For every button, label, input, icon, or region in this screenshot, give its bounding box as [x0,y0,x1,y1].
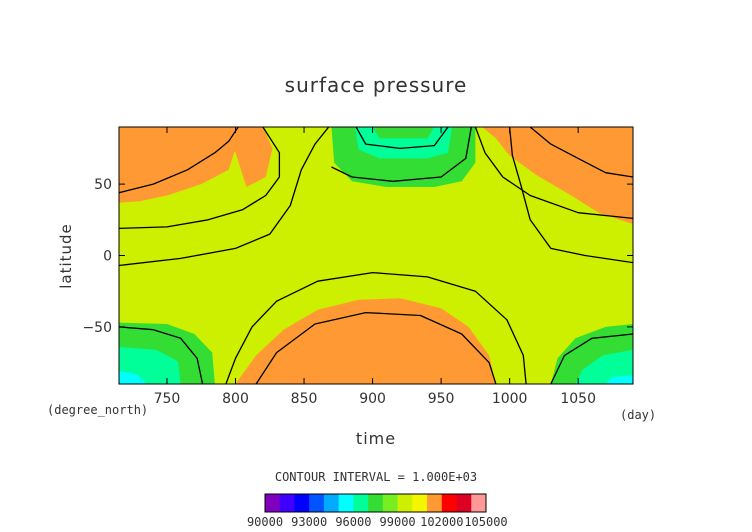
colorbar-swatch [294,494,310,512]
colorbar-swatch [353,494,369,512]
contour-south-high [255,311,497,384]
colorbar-swatch [441,494,457,512]
x-tick-label: 800 [222,391,249,407]
axis-ticks [119,127,633,384]
colorbar-label: 90000 [247,515,283,529]
colorbar-swatch [323,494,339,512]
contour-lines [119,127,633,384]
x-tick-label: 900 [359,391,386,407]
colorbar-labels: 90000 93000 96000 99000 102000 105000 [247,515,508,529]
contour-sw [119,326,204,384]
contour-north-west [119,127,330,267]
y-tick-label: 50 [94,177,112,193]
low-north-inner [372,127,435,139]
colorbar-swatch [412,494,428,512]
colorbar-label: 93000 [291,515,327,529]
colorbar-label: 99000 [380,515,416,529]
x-tick-label: 950 [428,391,455,407]
colorbar-swatch [427,494,443,512]
contour-ne-inner [474,127,633,220]
colorbar-swatch [382,494,398,512]
low-se-mid [575,349,633,384]
y-tick-labels: 50 0 −50 [82,177,112,336]
low-sw-core [119,371,147,384]
x-axis-unit: (day) [620,408,656,422]
colorbar-swatch [471,494,487,512]
colorbar-frame [264,493,487,513]
high-lobe-nw [119,127,236,203]
high-lobe-ne [482,127,633,225]
contour-east [508,127,633,264]
contour-se [550,333,633,384]
contour-north-low [331,127,472,182]
x-tick-label: 1050 [560,391,596,407]
contour-nw-outer [119,127,239,194]
chart-title: surface pressure [285,73,468,97]
field-background [119,127,633,384]
colorbar-swatch [368,494,384,512]
colorbar-swatch [309,494,325,512]
x-tick-label: 850 [291,391,318,407]
colorbar-swatch [279,494,295,512]
contour-north-inner [355,127,449,150]
colorbar-swatch [397,494,413,512]
colorbar-swatch [456,494,472,512]
x-axis-label: time [356,429,396,448]
low-se-core [605,375,633,384]
y-tick-label: −50 [82,320,112,336]
colorbar-label: 105000 [464,515,507,529]
x-tick-label: 750 [154,391,181,407]
y-axis-label: latitude [57,223,75,289]
colorbar-label: 96000 [335,515,371,529]
colorbar-swatch [338,494,354,512]
high-lobe-nw-edge [221,127,273,187]
colorbar-label: 102000 [420,515,463,529]
colorbar [264,493,487,513]
x-tick-label: 1000 [492,391,528,407]
y-tick-label: 0 [103,249,112,265]
contour-ne-outer [529,127,633,178]
contour-interval-text: CONTOUR INTERVAL = 1.000E+03 [275,470,477,484]
y-axis-unit: (degree_north) [47,403,148,417]
colorbar-swatch [265,494,281,512]
plot-area [119,127,633,384]
x-tick-labels: 750 800 850 900 950 1000 1050 [154,391,596,407]
contour-nw-inner [119,127,281,230]
contour-south-big [225,271,527,384]
